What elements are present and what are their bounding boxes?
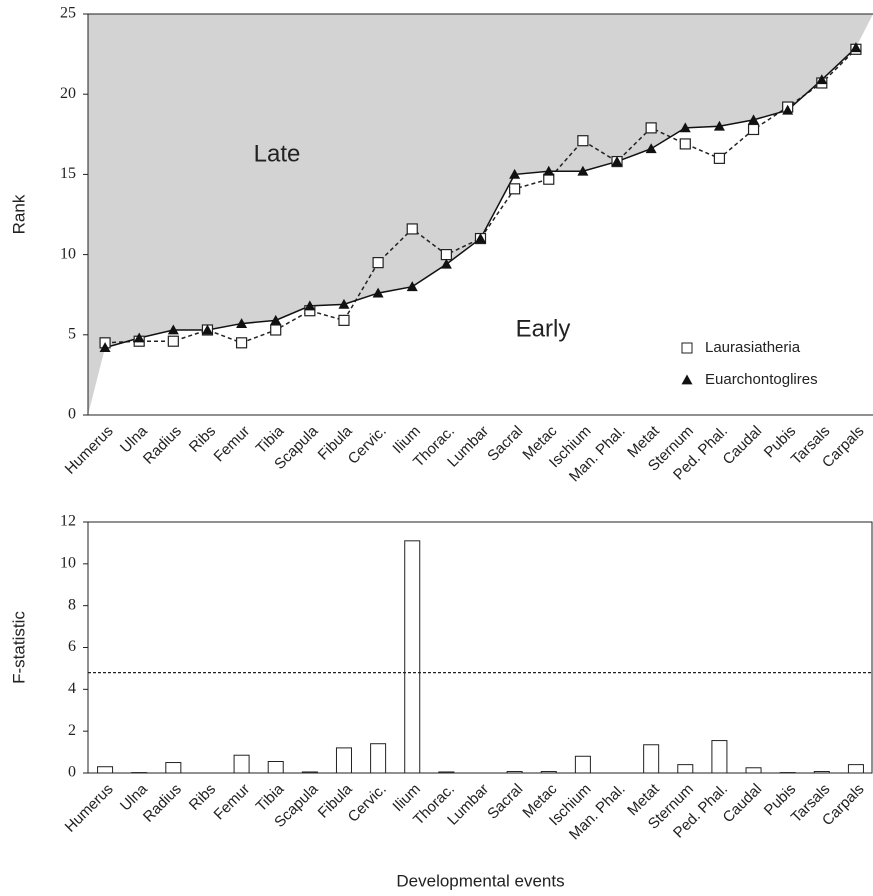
- y-tick-label: 2: [68, 722, 76, 739]
- legend-marker: [681, 342, 693, 354]
- bar: [165, 762, 182, 774]
- x-tick-label: Caudal: [720, 781, 766, 827]
- x-tick-label: Cervic.: [345, 423, 390, 468]
- point: [201, 324, 213, 335]
- point: [406, 223, 418, 235]
- point: [133, 332, 145, 343]
- y-tick-label: 6: [68, 638, 76, 655]
- point: [611, 156, 623, 166]
- y-tick-label: 12: [60, 513, 76, 530]
- point: [543, 173, 555, 185]
- y-tick-label: 4: [68, 680, 76, 697]
- point: [645, 143, 657, 154]
- frame: [87, 521, 873, 774]
- bar: [540, 771, 557, 774]
- y-axis-title: Rank: [9, 194, 28, 234]
- point: [509, 183, 521, 195]
- x-tick-label: Femur: [211, 423, 254, 466]
- annotation: Early: [516, 315, 571, 342]
- point: [747, 123, 760, 136]
- annotation: Late: [254, 140, 301, 167]
- x-tick-label: Humerus: [62, 781, 117, 836]
- point: [679, 122, 691, 133]
- point: [338, 314, 350, 326]
- bar: [506, 771, 523, 774]
- bar: [745, 767, 762, 774]
- point: [543, 165, 555, 176]
- bar: [711, 740, 728, 774]
- y-tick-label: 25: [60, 5, 76, 22]
- point: [372, 287, 384, 298]
- x-tick-label: Cervic.: [345, 781, 390, 826]
- bar: [847, 764, 864, 774]
- legend-label: Laurasiatheria: [705, 339, 801, 356]
- bar: [677, 764, 694, 774]
- y-tick-label: 20: [60, 85, 76, 102]
- point: [338, 298, 350, 309]
- point: [850, 42, 862, 53]
- bar: [335, 747, 352, 774]
- point: [782, 104, 794, 115]
- bar: [813, 771, 830, 774]
- point: [509, 168, 521, 179]
- point: [713, 152, 726, 164]
- point: [679, 138, 691, 150]
- point: [167, 324, 179, 335]
- point: [577, 135, 589, 147]
- y-tick-label: 5: [68, 325, 76, 342]
- y-tick-label: 10: [60, 245, 76, 262]
- point: [713, 120, 725, 131]
- point: [99, 342, 111, 353]
- bar: [301, 771, 318, 774]
- legend-label: Euarchontoglires: [705, 371, 818, 388]
- point: [577, 165, 589, 176]
- y-tick-label: 10: [60, 555, 76, 572]
- y-tick-label: 15: [60, 165, 76, 182]
- bar: [404, 540, 421, 774]
- point: [270, 324, 282, 336]
- point: [440, 249, 452, 261]
- point: [236, 318, 248, 328]
- point: [406, 281, 418, 292]
- point: [372, 257, 384, 269]
- point: [645, 122, 657, 134]
- y-axis-title: F-statistic: [9, 611, 28, 684]
- bar: [370, 743, 387, 774]
- x-tick-label: Radius: [140, 423, 185, 468]
- x-tick-label: Radius: [140, 781, 185, 826]
- legend-marker: [681, 374, 693, 385]
- bar: [97, 766, 114, 774]
- point: [235, 337, 248, 349]
- bar: [438, 771, 455, 774]
- point: [440, 258, 452, 269]
- x-tick-label: Sacral: [484, 781, 526, 823]
- x-tick-label: Caudal: [720, 423, 766, 469]
- point: [475, 233, 486, 243]
- point: [816, 74, 828, 85]
- bar: [233, 754, 250, 774]
- point: [167, 335, 179, 347]
- bar: [267, 760, 284, 774]
- y-tick-label: 0: [68, 764, 76, 781]
- x-tick-label: Humerus: [62, 423, 117, 478]
- x-axis-title: Developmental events: [396, 871, 564, 890]
- y-tick-label: 8: [68, 596, 76, 613]
- point: [304, 300, 316, 311]
- x-tick-label: Sacral: [484, 423, 526, 465]
- point: [270, 314, 282, 325]
- bar: [643, 744, 660, 774]
- series-line: [105, 48, 857, 344]
- bar: [574, 755, 591, 774]
- point: [748, 114, 760, 125]
- late-region: [88, 14, 873, 415]
- x-tick-label: Femur: [211, 781, 254, 824]
- y-tick-label: 0: [68, 406, 76, 423]
